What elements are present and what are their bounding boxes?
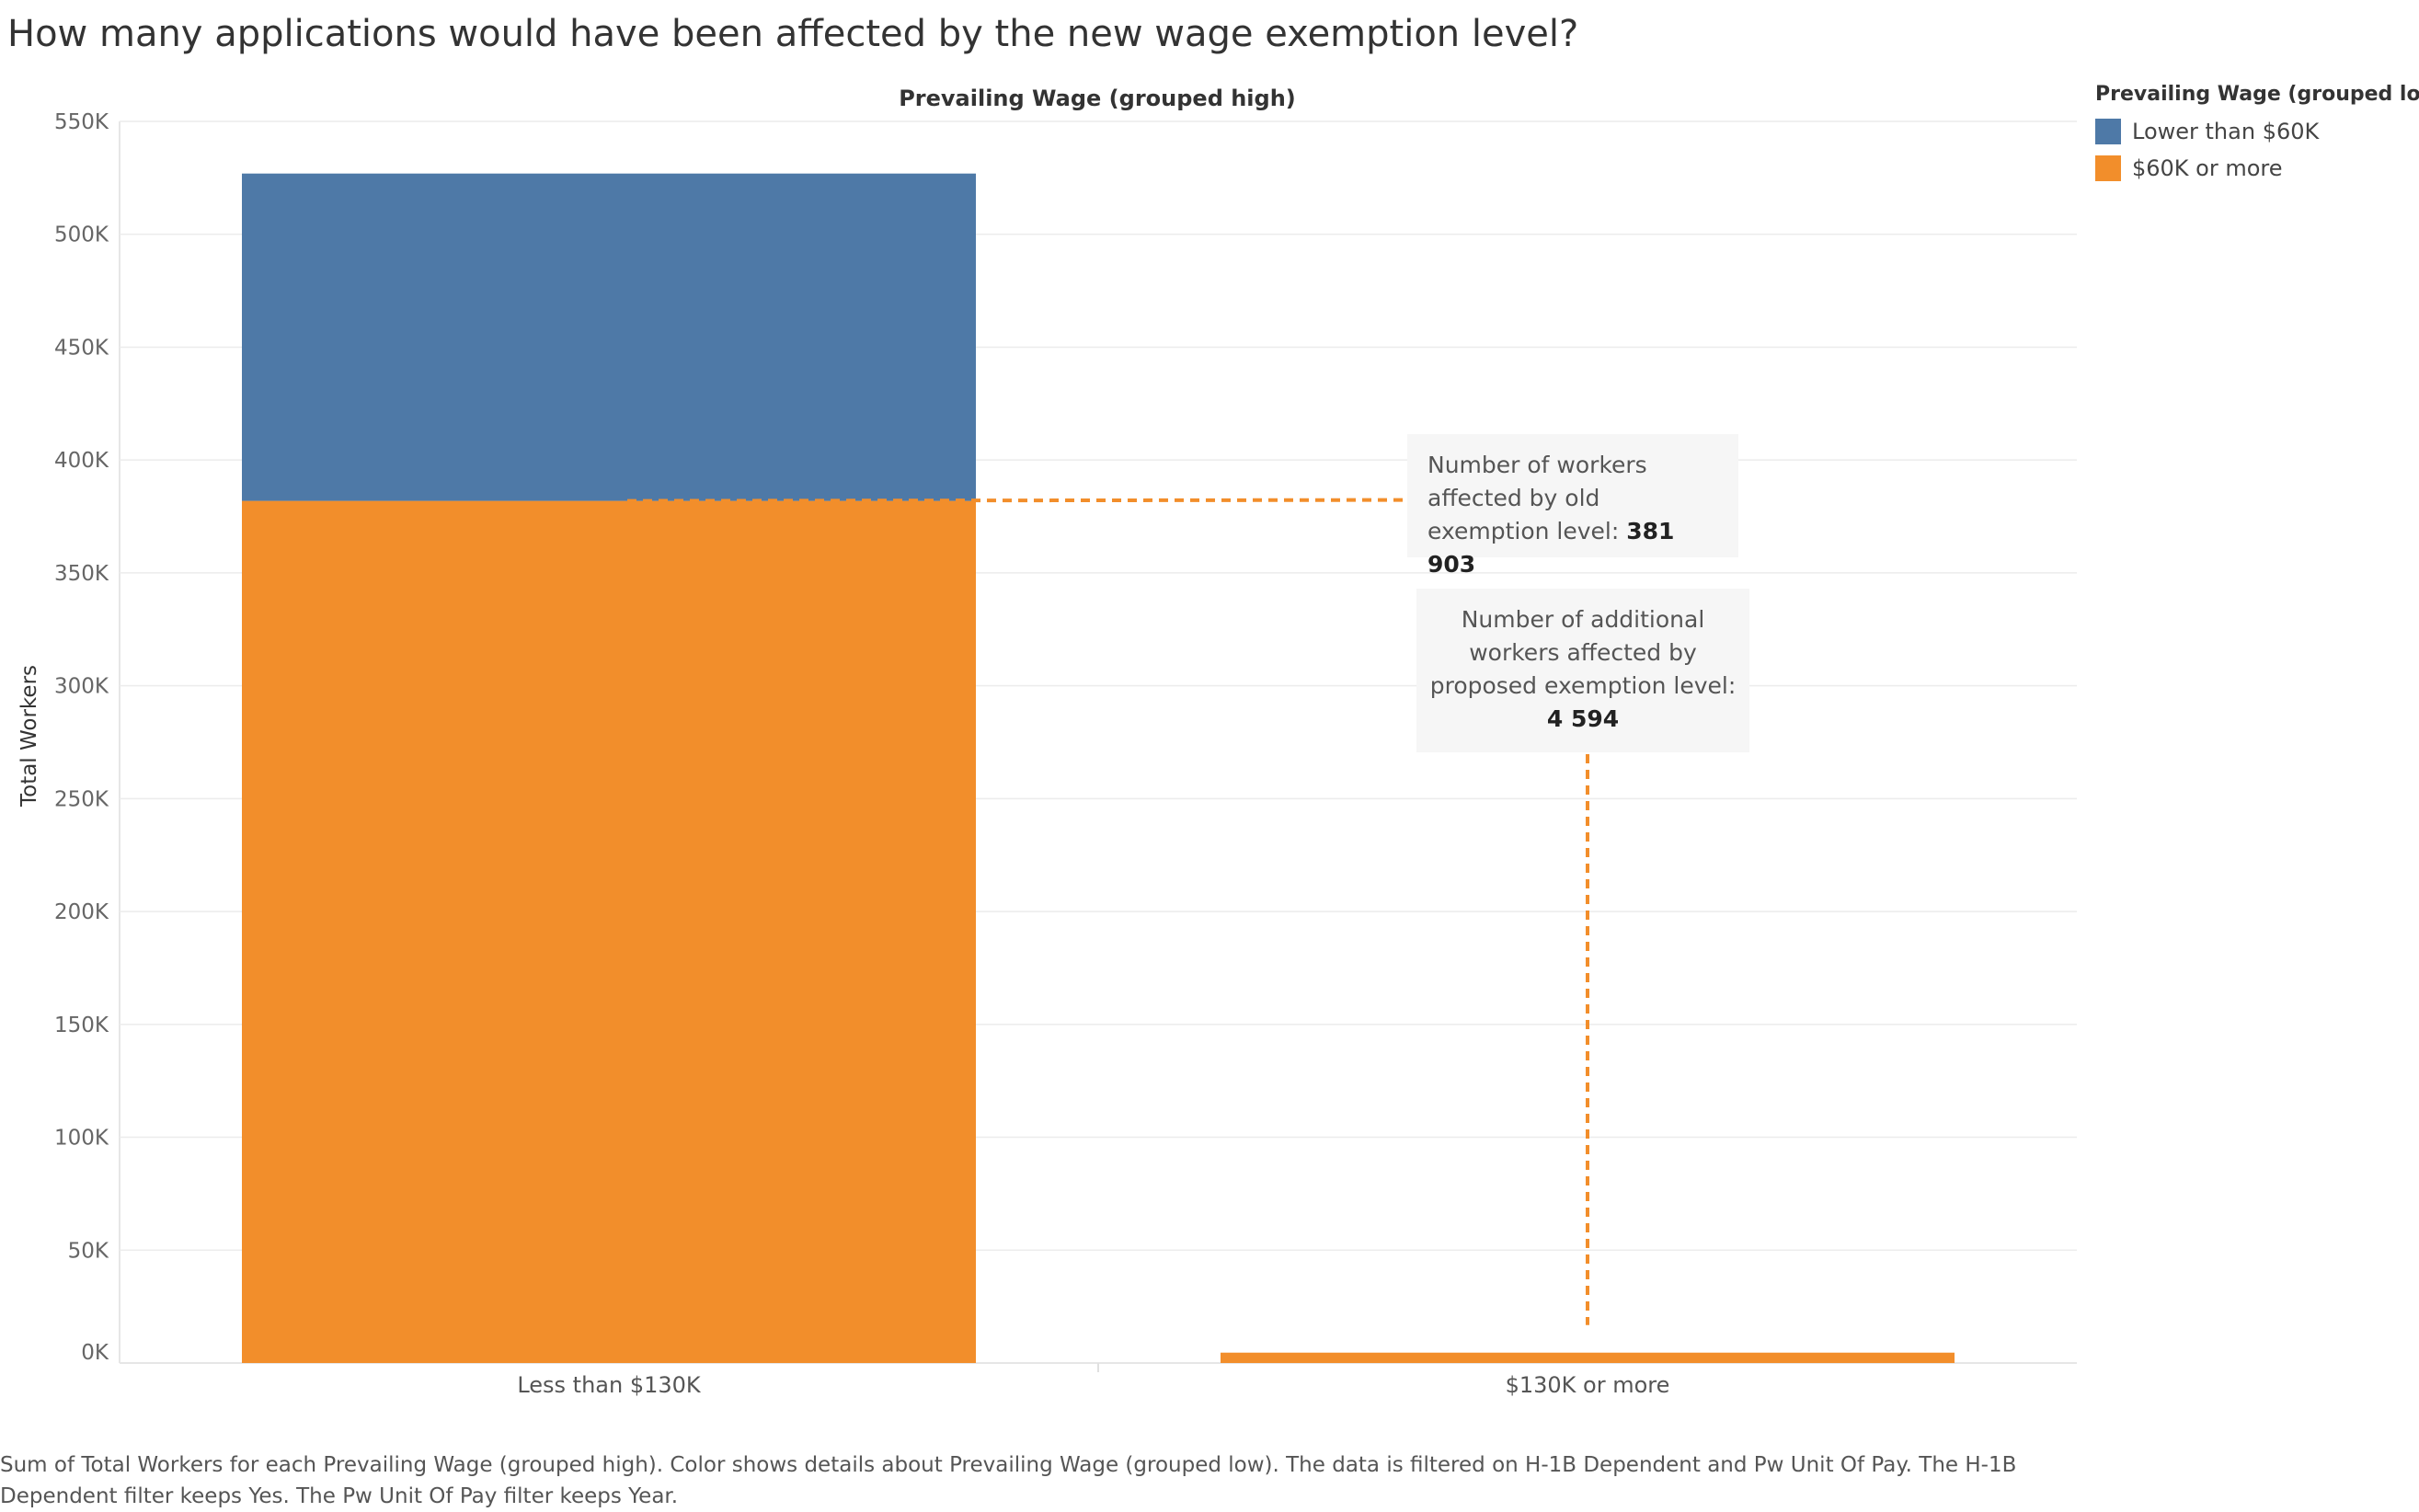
annotation-text: Number of workers affected by old exempt… [1427, 452, 1647, 544]
y-tick-label: 300K [54, 675, 109, 699]
annotation-value: 4 594 [1546, 705, 1620, 732]
bars [242, 173, 1955, 1363]
y-tick-label: 150K [54, 1014, 109, 1037]
y-tick-label: 250K [54, 787, 109, 811]
legend-label: Lower than $60K [2132, 119, 2320, 144]
legend-item-lower-than-60k[interactable]: Lower than $60K [2095, 113, 2413, 150]
annotation-value: 381 903 [1427, 518, 1675, 578]
legend-label: $60K or more [2132, 155, 2283, 181]
legend: Prevailing Wage (grouped low) Lower than… [2095, 83, 2419, 187]
y-tick-label: 500K [54, 223, 109, 247]
legend-item-60k-or-more[interactable]: $60K or more [2095, 150, 2413, 187]
y-axis: 0K 50K 100K 150K 200K 250K 300K 350K 400K 450K 500… [54, 110, 109, 1365]
y-tick-label: 550K [54, 110, 109, 134]
y-tick-label: 400K [54, 449, 109, 473]
legend-title: Prevailing Wage (grouped low) [2095, 83, 2419, 106]
bar-segment [242, 173, 976, 501]
annotation-text: Number of additional workers affected by… [1429, 606, 1737, 699]
y-tick-label: 100K [54, 1127, 109, 1151]
annotation-old-exemption: Number of workers affected by old exempt… [1407, 434, 1738, 578]
y-tick-label: 50K [68, 1239, 109, 1263]
y-tick-label: 450K [54, 336, 109, 360]
x-tick-label: $130K or more [1506, 1372, 1670, 1398]
y-tick-label: 0K [81, 1341, 109, 1365]
bar-segment [1221, 1352, 1955, 1363]
column-header: Prevailing Wage (grouped high) [899, 86, 1296, 111]
legend-swatch-blue [2095, 119, 2121, 144]
y-tick-label: 350K [54, 562, 109, 586]
legend-swatch-orange [2095, 155, 2121, 181]
x-tick-label: Less than $130K [517, 1372, 702, 1398]
annotation-leader-old [626, 498, 1413, 503]
annotation-proposed-exemption: Number of additional workers affected by… [1416, 589, 1749, 752]
x-axis: Less than $130K $130K or more [517, 1372, 1669, 1398]
y-tick-label: 200K [54, 900, 109, 924]
bar-segment [242, 500, 976, 1363]
chart-title: How many applications would have been af… [7, 13, 1579, 55]
y-axis-title: Total Workers [17, 665, 41, 808]
chart-caption: Sum of Total Workers for each Prevailing… [0, 1453, 2017, 1508]
annotation-leaders [626, 498, 1589, 1325]
